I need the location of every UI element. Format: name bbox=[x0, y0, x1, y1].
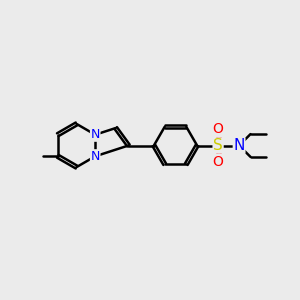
Text: O: O bbox=[213, 122, 224, 136]
Text: N: N bbox=[91, 128, 100, 141]
Text: S: S bbox=[213, 138, 223, 153]
Text: O: O bbox=[213, 155, 224, 169]
Text: N: N bbox=[91, 150, 100, 163]
Text: N: N bbox=[233, 138, 245, 153]
